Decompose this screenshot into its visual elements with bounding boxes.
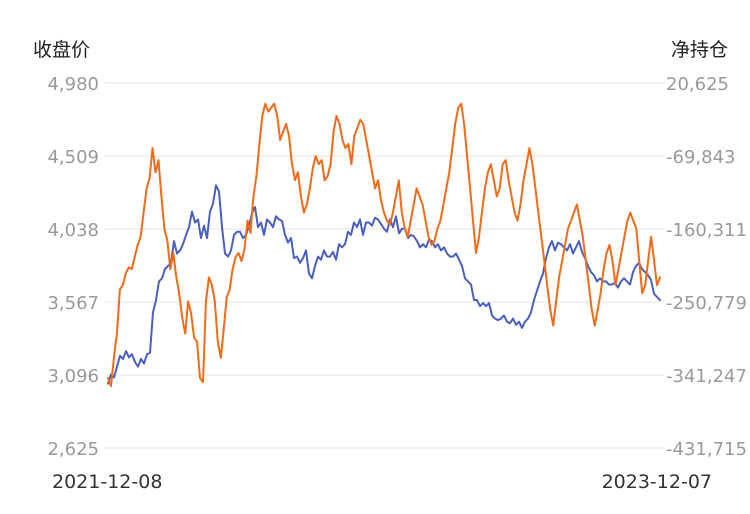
right-tick-label: -250,779 [666, 293, 747, 314]
series-line-close-price [107, 184, 661, 385]
left-tick-label: 4,038 [47, 220, 99, 241]
right-tick-label: 20,625 [666, 74, 729, 95]
x-axis-start-label: 2021-12-08 [52, 471, 162, 493]
left-tick-label: 3,567 [47, 293, 99, 314]
right-tick-label: -160,311 [666, 220, 747, 241]
series-line-net-position [107, 102, 661, 388]
left-axis: 4,980 4,509 4,038 3,567 3,096 2,625 [47, 74, 99, 460]
gridlines [105, 82, 665, 449]
series-lines [107, 102, 661, 388]
left-tick-label: 2,625 [47, 439, 99, 460]
left-tick-label: 4,509 [47, 147, 99, 168]
right-tick-label: -69,843 [666, 147, 735, 168]
right-tick-label: -431,715 [666, 439, 747, 460]
left-axis-title: 收盘价 [33, 39, 90, 61]
right-axis-title: 净持仓 [671, 39, 728, 61]
x-axis-end-label: 2023-12-07 [602, 471, 712, 493]
left-tick-label: 4,980 [47, 74, 99, 95]
right-axis: 20,625 -69,843 -160,311 -250,779 -341,247 -43… [666, 74, 747, 460]
right-tick-label: -341,247 [666, 366, 747, 387]
left-tick-label: 3,096 [47, 366, 99, 387]
